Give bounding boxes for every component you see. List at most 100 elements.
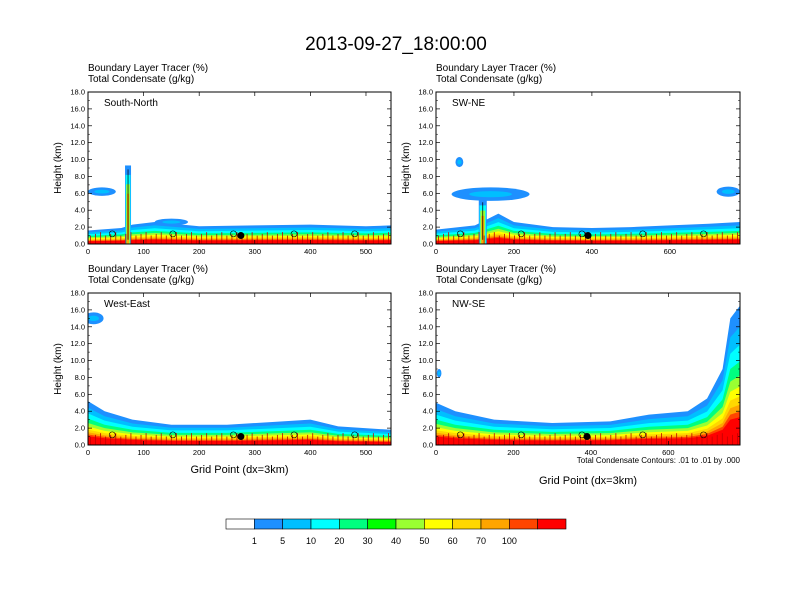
y-tick-label: 0.0 <box>75 441 85 450</box>
panel-name: West-East <box>104 299 150 310</box>
y-tick-label: 0.0 <box>423 441 433 450</box>
condensate-contour <box>517 431 525 439</box>
x-tick-label: 200 <box>193 247 206 256</box>
y-tick-label: 18.0 <box>70 289 85 298</box>
panel-variable-line-2: Total Condensate (g/kg) <box>88 275 194 286</box>
x-tick-label: 100 <box>137 448 150 457</box>
colorbar-label: 40 <box>391 536 401 546</box>
x-tick-label: 200 <box>507 448 520 457</box>
panel-nw-se: 0.0 2.0 4.0 6.0 8.0 10.0 12.0 14.0 16.0 18.0 0 200 4… <box>401 264 741 487</box>
x-tick-label: 300 <box>249 448 262 457</box>
x-tick-label: 100 <box>137 247 150 256</box>
y-tick-label: 8.0 <box>75 172 85 181</box>
y-tick-label: 10.0 <box>70 155 85 164</box>
x-tick-label: 0 <box>86 448 90 457</box>
cloud-core-1 <box>469 191 512 198</box>
x-tick-label: 400 <box>585 448 598 457</box>
colorbar-swatch <box>282 518 312 530</box>
tracer-band-9 <box>436 237 740 244</box>
y-tick-label: 0.0 <box>75 240 85 249</box>
x-tick-label: 600 <box>662 448 675 457</box>
x-tick-label: 400 <box>586 247 599 256</box>
panel-variable-line-2: Total Condensate (g/kg) <box>436 74 542 85</box>
location-marker <box>237 433 245 441</box>
y-tick-label: 0.0 <box>423 240 433 249</box>
y-tick-label: 14.0 <box>70 322 85 331</box>
condensate-contour <box>351 230 358 238</box>
x-tick-label: 600 <box>664 247 677 256</box>
panel-west-east: 0.0 2.0 4.0 6.0 8.0 10.0 12.0 14.0 16.0 18.0 0 100 2… <box>53 264 392 476</box>
cloud-core-2 <box>721 189 735 194</box>
figure-title: 2013-09-27_18:00:00 <box>305 34 487 55</box>
panel-variable-line-2: Total Condensate (g/kg) <box>88 74 194 85</box>
condensate-contour <box>517 230 525 238</box>
y-tick-label: 14.0 <box>418 322 433 331</box>
cloud-core-0 <box>94 189 110 194</box>
colorbar-swatch <box>254 518 283 530</box>
tracer-band-9 <box>436 417 740 445</box>
colorbar-label: 70 <box>476 536 486 546</box>
colorbar-swatch <box>537 518 567 530</box>
colorbar-label: 5 <box>280 536 285 546</box>
y-tick-label: 12.0 <box>418 339 433 348</box>
panel-name: South-North <box>104 98 158 109</box>
y-tick-label: 10.0 <box>418 155 433 164</box>
condensate-contour <box>230 431 237 439</box>
panel-south-north: 0.0 2.0 4.0 6.0 8.0 10.0 12.0 14.0 16.0 18.0 0 100 2… <box>53 63 392 256</box>
tracer-band-9 <box>88 436 391 445</box>
y-tick-label: 2.0 <box>423 223 433 232</box>
condensate-contour <box>290 431 298 439</box>
y-tick-label: 16.0 <box>418 104 433 113</box>
condensate-contour <box>169 230 177 238</box>
y-tick-label: 12.0 <box>70 138 85 147</box>
x-tick-label: 400 <box>304 247 317 256</box>
y-axis-title: Height (km) <box>401 343 412 395</box>
colorbar-swatch <box>367 518 397 530</box>
y-tick-label: 6.0 <box>423 189 433 198</box>
x-tick-label: 0 <box>434 448 438 457</box>
condensate-contour <box>639 230 647 238</box>
cloud-core-0 <box>437 371 441 376</box>
y-tick-label: 12.0 <box>418 138 433 147</box>
panel-variable-line-1: Boundary Layer Tracer (%) <box>88 264 208 275</box>
y-tick-label: 16.0 <box>70 305 85 314</box>
y-axis-title: Height (km) <box>53 142 64 194</box>
condensate-contour <box>639 431 647 439</box>
y-tick-label: 8.0 <box>423 373 433 382</box>
contour-note: Total Condensate Contours: .01 to .01 by… <box>577 456 741 465</box>
panel-variable-line-1: Boundary Layer Tracer (%) <box>436 264 556 275</box>
y-tick-label: 4.0 <box>75 206 85 215</box>
y-tick-label: 18.0 <box>70 88 85 97</box>
y-axis-title: Height (km) <box>401 142 412 194</box>
cloud-core-0 <box>88 315 100 321</box>
colorbar: 1 5 10 20 30 40 50 60 70 100 <box>225 518 567 546</box>
y-tick-label: 12.0 <box>70 339 85 348</box>
x-tick-label: 300 <box>249 247 262 256</box>
condensate-contour <box>578 230 586 238</box>
colorbar-swatch <box>395 518 425 530</box>
y-tick-label: 6.0 <box>75 189 85 198</box>
condensate-contour <box>351 431 358 439</box>
y-tick-label: 8.0 <box>75 373 85 382</box>
x-axis-title: Grid Point (dx=3km) <box>190 464 288 476</box>
y-tick-label: 6.0 <box>75 390 85 399</box>
colorbar-label: 30 <box>363 536 373 546</box>
plot-area <box>88 312 391 445</box>
colorbar-swatch <box>452 518 482 530</box>
y-tick-label: 10.0 <box>418 356 433 365</box>
colorbar-swatch <box>424 518 453 530</box>
plot-area <box>436 305 740 445</box>
colorbar-swatch <box>480 518 510 530</box>
y-tick-label: 16.0 <box>418 305 433 314</box>
x-tick-label: 200 <box>193 448 206 457</box>
y-tick-label: 14.0 <box>70 121 85 130</box>
plot-frame <box>87 91 392 245</box>
colorbar-swatch <box>310 518 340 530</box>
colorbar-label: 50 <box>419 536 429 546</box>
y-tick-label: 6.0 <box>423 390 433 399</box>
panel-variable-line-1: Boundary Layer Tracer (%) <box>436 63 556 74</box>
panels: 0.0 2.0 4.0 6.0 8.0 10.0 12.0 14.0 16.0 18.0 0 100 2… <box>53 63 741 487</box>
y-axis-title: Height (km) <box>53 343 64 395</box>
y-tick-label: 18.0 <box>418 88 433 97</box>
